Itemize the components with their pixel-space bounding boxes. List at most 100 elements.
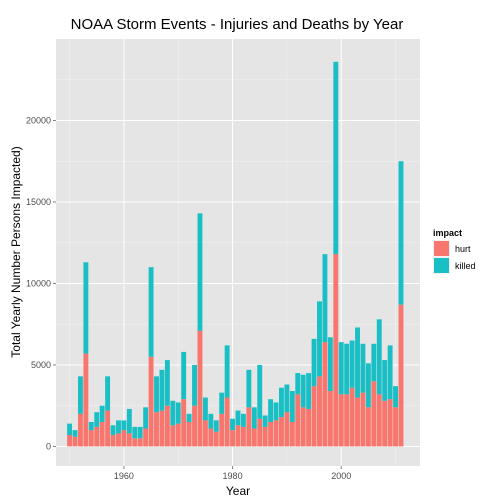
bar-hurt	[251, 428, 257, 447]
x-axis-ticks: 1960 1980 2000	[114, 466, 351, 481]
bar-killed	[273, 402, 279, 421]
bar-hurt	[192, 405, 197, 447]
bar-killed	[154, 376, 159, 413]
bar-killed	[376, 319, 382, 395]
x-tick-label: 1980	[223, 471, 243, 481]
bar-killed	[333, 61, 339, 255]
bar-killed	[72, 430, 78, 437]
x-tick-label: 1960	[114, 471, 134, 481]
bar-hurt	[99, 421, 105, 447]
bar-killed	[344, 343, 350, 395]
bar-killed	[327, 337, 333, 392]
bar-killed	[126, 408, 132, 434]
bar-hurt	[349, 387, 355, 447]
bar-hurt	[289, 421, 295, 447]
bar-hurt	[121, 430, 127, 447]
bar-killed	[213, 420, 219, 432]
bar-hurt	[360, 392, 366, 447]
bar-killed	[289, 391, 295, 422]
bar-killed	[365, 363, 371, 408]
bar-killed	[186, 413, 192, 422]
bars	[67, 61, 404, 447]
bar-killed	[105, 376, 111, 411]
bar-killed	[306, 373, 312, 409]
legend-title: impact	[433, 228, 462, 238]
bar-killed	[132, 426, 138, 439]
bar-killed	[295, 373, 301, 395]
bar-killed	[284, 384, 290, 413]
y-tick-label: 0	[46, 441, 51, 451]
y-axis-title: Total Yearly Number Persons Impacted)	[9, 146, 23, 357]
bar-hurt	[338, 394, 344, 447]
bar-hurt	[186, 421, 192, 447]
bar-killed	[279, 387, 284, 418]
bar-hurt	[235, 425, 241, 447]
bar-killed	[300, 374, 306, 408]
bar-hurt	[376, 394, 382, 447]
bar-killed	[322, 254, 328, 343]
bar-killed	[121, 420, 127, 431]
chart-title: NOAA Storm Events - Injuries and Deaths …	[71, 16, 404, 33]
bar-killed	[251, 407, 257, 429]
bar-hurt	[72, 436, 78, 447]
legend-label-killed: killed	[455, 261, 476, 271]
bar-killed	[235, 410, 241, 426]
bar-hurt	[257, 418, 263, 447]
bar-killed	[208, 413, 214, 429]
legend-swatch-hurt	[434, 241, 449, 256]
bar-killed	[94, 412, 100, 427]
bar-hurt	[240, 426, 246, 447]
bar-hurt	[148, 356, 154, 447]
bar-hurt	[333, 254, 339, 447]
bar-killed	[360, 343, 366, 393]
bar-killed	[137, 426, 143, 439]
bar-hurt	[143, 428, 149, 447]
bar-killed	[170, 400, 176, 426]
bar-killed	[83, 262, 89, 354]
bar-hurt	[94, 426, 100, 447]
bar-hurt	[306, 408, 312, 447]
bar-killed	[262, 415, 268, 427]
bar-killed	[246, 369, 252, 408]
bar-hurt	[230, 430, 236, 447]
bar-killed	[181, 351, 187, 400]
bar-hurt	[78, 413, 83, 447]
bar-killed	[159, 369, 165, 411]
bar-killed	[338, 342, 344, 395]
bar-hurt	[170, 425, 176, 447]
bar-hurt	[132, 438, 138, 447]
legend-label-hurt: hurt	[455, 244, 471, 254]
bar-killed	[175, 402, 181, 424]
bar-hurt	[371, 381, 377, 447]
bar-hurt	[365, 407, 371, 447]
bar-killed	[224, 345, 230, 398]
bar-hurt	[295, 394, 301, 447]
bar-hurt	[105, 410, 111, 447]
bar-killed	[197, 213, 203, 331]
bar-killed	[398, 161, 404, 305]
bar-hurt	[387, 399, 393, 447]
bar-hurt	[219, 413, 225, 447]
bar-killed	[219, 392, 225, 414]
bar-killed	[116, 420, 121, 434]
bar-killed	[355, 327, 360, 398]
bar-hurt	[327, 391, 333, 447]
bar-hurt	[273, 420, 279, 447]
bar-hurt	[268, 421, 274, 447]
bar-hurt	[197, 330, 203, 447]
bar-hurt	[311, 386, 317, 447]
bar-hurt	[262, 426, 268, 447]
y-tick-label: 5000	[31, 360, 51, 370]
bar-hurt	[202, 420, 208, 447]
bar-killed	[317, 301, 322, 377]
bar-killed	[240, 413, 246, 427]
bar-hurt	[382, 400, 388, 447]
x-axis-title: Year	[226, 484, 250, 498]
bar-hurt	[116, 433, 121, 447]
bar-hurt	[110, 435, 116, 447]
bar-killed	[148, 267, 154, 357]
bar-hurt	[355, 397, 360, 447]
bar-hurt	[246, 407, 252, 447]
bar-hurt	[67, 435, 73, 447]
